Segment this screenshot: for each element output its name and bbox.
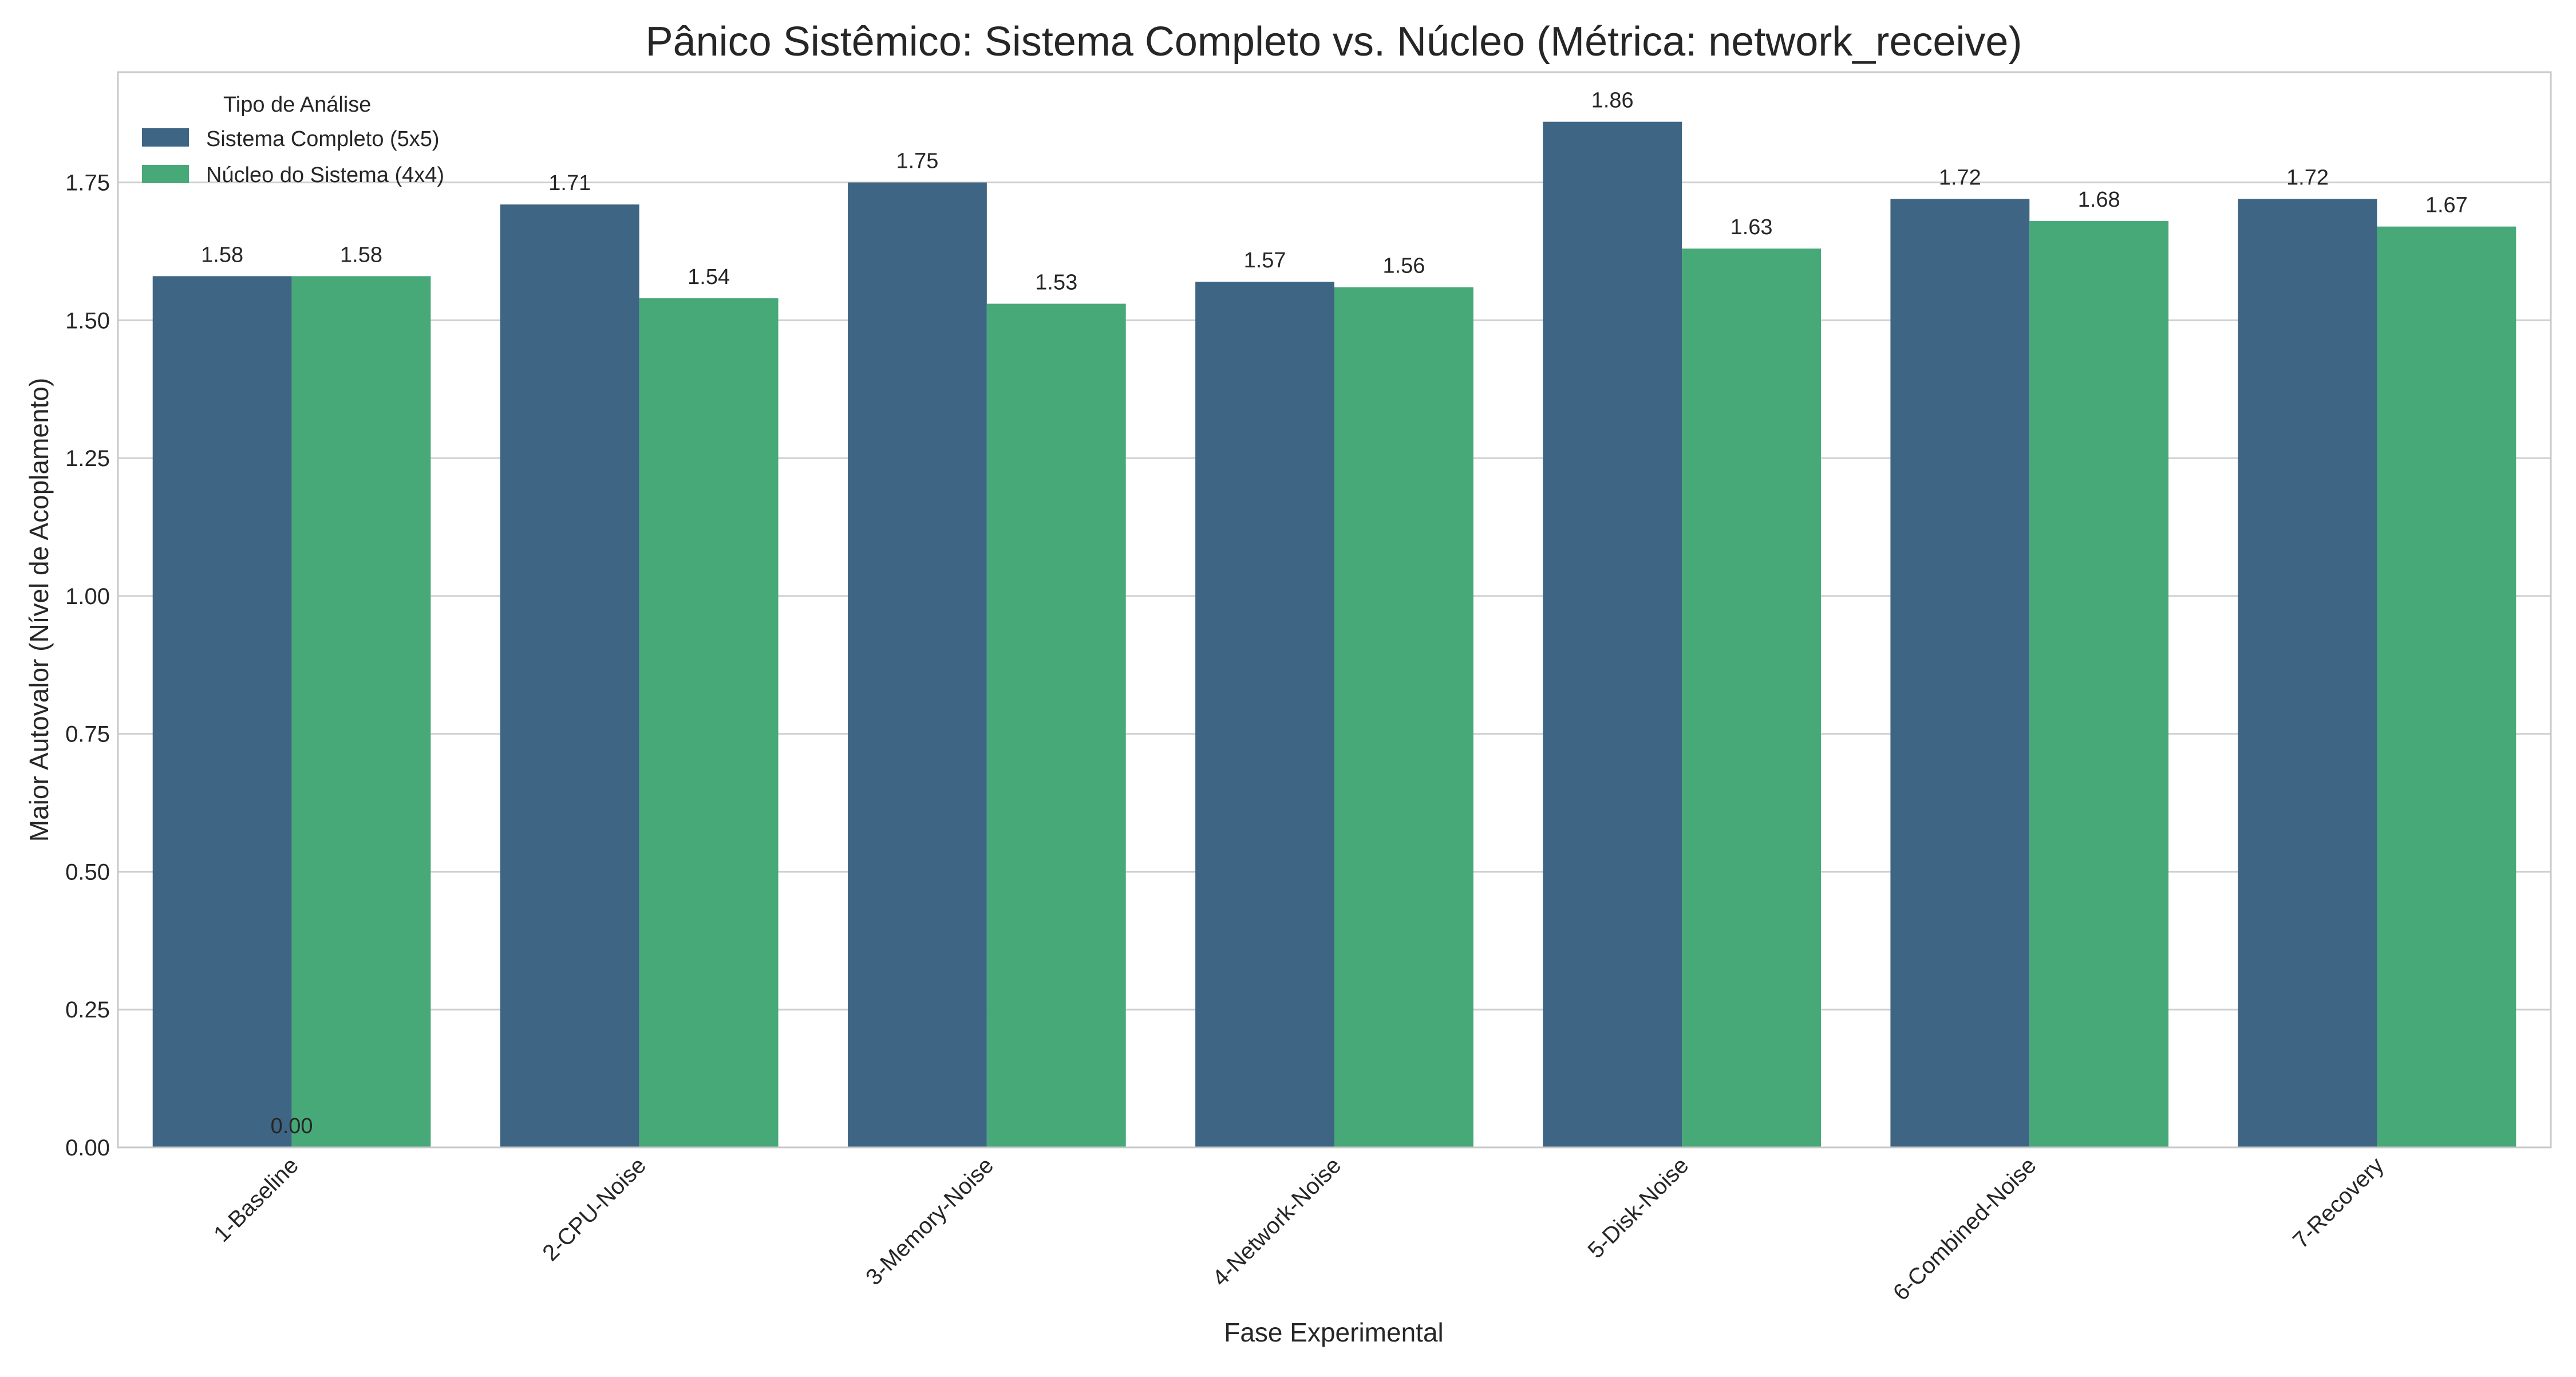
legend-label-sistema-completo: Sistema Completo (5x5)	[206, 127, 440, 151]
y-tick-label: 0.75	[65, 722, 110, 747]
x-tick-label: 3-Memory-Noise	[861, 1153, 998, 1290]
bar-value-label: 1.53	[1035, 270, 1077, 294]
bars-layer	[152, 121, 2516, 1148]
bar-nucleo	[2029, 221, 2169, 1147]
bar-nucleo	[986, 303, 1126, 1147]
legend-swatch-nucleo	[142, 165, 189, 183]
plot-frame	[117, 71, 2552, 1149]
bar-value-label: 1.67	[2425, 194, 2468, 218]
x-tick-label: 5-Disk-Noise	[1583, 1153, 1694, 1263]
legend-title: Tipo de Análise	[223, 93, 371, 117]
x-tick-label: 4-Network-Noise	[1208, 1153, 1346, 1291]
bar-value-label: 1.57	[1244, 248, 1286, 273]
bar-nucleo	[2377, 226, 2516, 1148]
bar-value-label: 1.58	[340, 243, 382, 267]
bar-value-label: 1.72	[2286, 166, 2329, 190]
bar-sistema-completo	[152, 276, 292, 1147]
y-axis-label: Maior Autovalor (Nível de Acoplamento)	[24, 378, 54, 842]
y-tick-label: 1.25	[65, 446, 110, 471]
bar-sistema-completo	[1195, 281, 1334, 1147]
x-tick-label: 6-Combined-Noise	[1888, 1153, 2041, 1305]
bar-value-label: 1.68	[2078, 188, 2120, 212]
bar-nucleo	[291, 276, 431, 1147]
bar-sistema-completo	[1543, 121, 1682, 1148]
zero-annotation: 0.00	[271, 1114, 313, 1138]
bar-value-label: 1.58	[201, 243, 243, 267]
legend-swatch-sistema-completo	[142, 128, 189, 147]
labels-layer: 1.58 1.58 1.71 1.54 1.75 1.53 1.57 1.56 1.86 1.63…	[201, 89, 2468, 1138]
y-tick-label: 1.50	[65, 308, 110, 333]
bar-value-label: 1.72	[1939, 166, 1981, 190]
x-axis-label: Fase Experimental	[1224, 1317, 1444, 1347]
bar-nucleo	[1682, 248, 1821, 1148]
y-tick-label: 1.00	[65, 584, 110, 609]
x-tick-label: 7-Recovery	[2288, 1153, 2389, 1253]
bar-nucleo	[1334, 287, 1473, 1148]
bar-value-label: 1.56	[1382, 254, 1425, 278]
bar-value-label: 1.75	[896, 149, 938, 173]
chart-title: Pânico Sistêmico: Sistema Completo vs. N…	[646, 19, 2022, 65]
bar-value-label: 1.63	[1730, 215, 1773, 239]
y-tick-label: 1.75	[65, 171, 110, 196]
bar-sistema-completo	[848, 182, 987, 1148]
bar-sistema-completo	[1890, 199, 2030, 1147]
legend-label-nucleo: Núcleo do Sistema (4x4)	[206, 163, 444, 187]
y-tick-label: 0.25	[65, 997, 110, 1023]
x-tick-label: 2-CPU-Noise	[538, 1153, 651, 1266]
bar-value-label: 1.86	[1591, 89, 1634, 113]
bar-value-label: 1.71	[548, 171, 591, 195]
x-tick-label: 1-Baseline	[209, 1153, 303, 1247]
y-tick-label: 0.00	[65, 1135, 110, 1161]
bar-sistema-completo	[2238, 199, 2377, 1147]
bar-nucleo	[639, 298, 779, 1147]
y-tick-label: 0.50	[65, 859, 110, 885]
legend: Tipo de Análise Sistema Completo (5x5) N…	[142, 93, 444, 187]
bar-sistema-completo	[500, 204, 639, 1148]
bar-value-label: 1.54	[688, 265, 730, 289]
